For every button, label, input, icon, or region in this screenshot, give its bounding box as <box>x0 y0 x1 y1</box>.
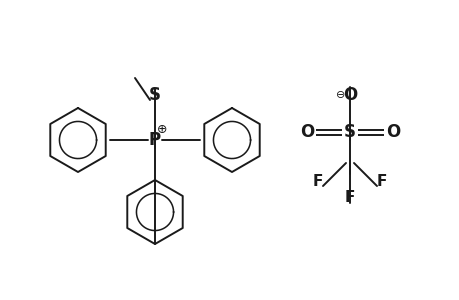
Text: S: S <box>343 123 355 141</box>
Text: O: O <box>385 123 399 141</box>
Text: O: O <box>299 123 313 141</box>
Text: S: S <box>149 86 161 104</box>
Text: P: P <box>149 131 161 149</box>
Text: F: F <box>376 175 386 190</box>
Text: F: F <box>344 190 354 205</box>
Text: F: F <box>312 175 323 190</box>
Text: O: O <box>342 86 356 104</box>
Text: ⊖: ⊖ <box>336 90 345 100</box>
Text: ⊕: ⊕ <box>157 122 167 136</box>
